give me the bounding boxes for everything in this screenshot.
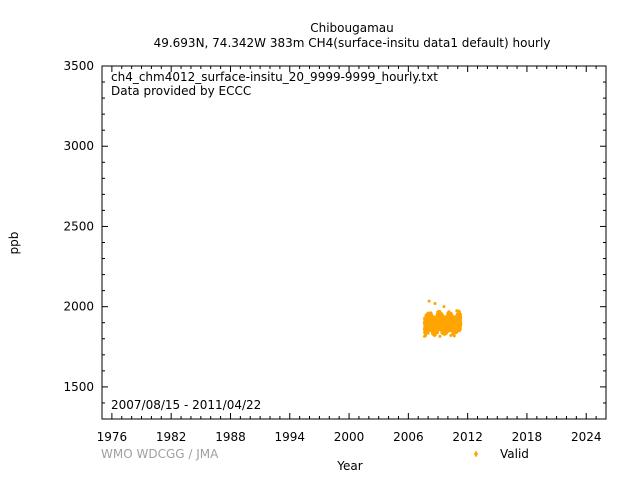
data-point [459, 316, 463, 320]
provider-annotation: Data provided by ECCC [111, 84, 251, 98]
data-point [427, 299, 431, 303]
credit-label: WMO WDCGG / JMA [101, 447, 219, 461]
plot-area-frame [101, 65, 607, 420]
y-axis-label: ppb [7, 232, 21, 255]
data-point [438, 334, 442, 338]
data-point [433, 301, 437, 305]
x-axis-label: Year [336, 459, 362, 473]
period-annotation: 2007/08/15 - 2011/04/22 [111, 398, 261, 412]
legend-label-valid: Valid [500, 447, 529, 461]
y-axis-ticks: 1500 2000 2500 3000 3500 [63, 59, 606, 420]
y-tick-label: 1500 [63, 380, 94, 394]
legend-marker-icon [474, 450, 478, 458]
data-point [455, 309, 459, 313]
data-point [449, 334, 453, 338]
x-tick-label: 1976 [97, 430, 128, 444]
x-tick-label: 2000 [334, 430, 365, 444]
data-points [422, 299, 463, 338]
data-point [426, 331, 430, 335]
y-tick-label: 2000 [63, 300, 94, 314]
data-point [436, 331, 439, 335]
y-tick-label: 3500 [63, 59, 94, 73]
x-tick-label: 2006 [393, 430, 424, 444]
data-point [459, 318, 463, 322]
y-tick-label: 2500 [63, 219, 94, 233]
x-tick-label: 1988 [215, 430, 246, 444]
data-point [442, 305, 446, 309]
x-axis-ticks: 1976 1982 1988 1994 2000 2006 2012 2018 2024 [97, 66, 607, 444]
chart-title: Chibougamau [310, 21, 394, 35]
data-point [459, 327, 462, 331]
x-tick-label: 1994 [274, 430, 305, 444]
legend: Valid [474, 447, 529, 461]
data-point [453, 334, 456, 338]
chart-subtitle: 49.693N, 74.342W 383m CH4(surface-insitu… [154, 36, 551, 50]
file-annotation: ch4_chm4012_surface-insitu_20_9999-9999_… [111, 70, 438, 84]
y-tick-label: 3000 [63, 139, 94, 153]
x-tick-label: 2018 [512, 430, 543, 444]
data-point [459, 323, 463, 327]
x-tick-label: 1982 [156, 430, 187, 444]
x-tick-label: 2012 [452, 430, 483, 444]
data-point [459, 320, 463, 324]
x-tick-label: 2024 [571, 430, 602, 444]
